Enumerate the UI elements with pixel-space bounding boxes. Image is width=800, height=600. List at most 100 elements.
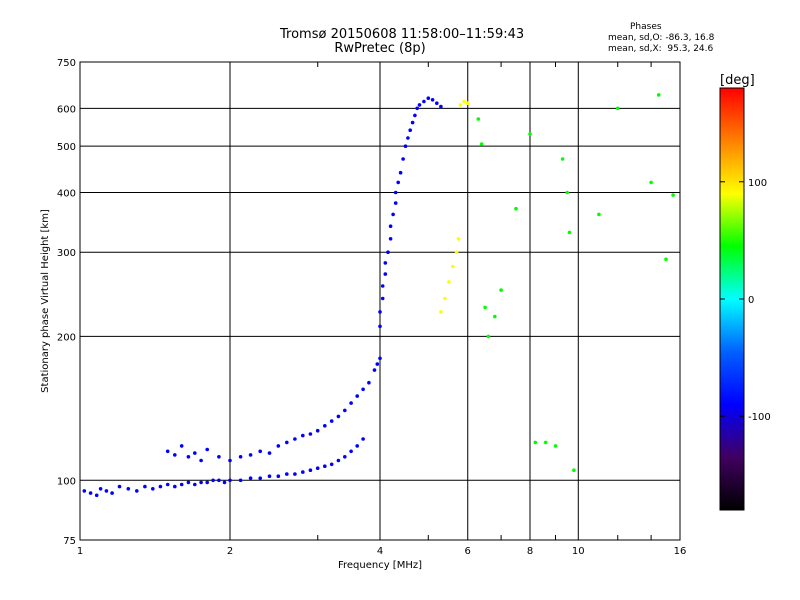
data-point <box>361 387 365 392</box>
data-point <box>193 482 197 487</box>
data-point <box>329 462 334 467</box>
data-point <box>378 310 382 314</box>
data-point <box>205 447 209 452</box>
plot-grid <box>80 62 680 540</box>
data-point <box>656 93 661 97</box>
data-point <box>435 101 439 105</box>
data-point <box>422 99 426 104</box>
data-point <box>165 449 170 454</box>
x-tick-label: 16 <box>674 546 687 557</box>
data-point <box>179 482 184 487</box>
data-point <box>443 296 447 301</box>
data-point <box>349 449 353 454</box>
data-point <box>349 401 353 405</box>
y-tick-label: 100 <box>57 476 76 487</box>
data-point <box>649 180 653 185</box>
data-point <box>94 493 99 498</box>
data-point <box>533 440 538 445</box>
data-point <box>380 296 385 301</box>
data-point <box>465 101 470 105</box>
data-point <box>553 444 558 448</box>
data-point <box>211 478 215 483</box>
data-point <box>248 476 253 481</box>
data-point <box>383 272 388 276</box>
data-point <box>158 484 163 489</box>
data-point <box>426 96 431 100</box>
data-point <box>199 480 203 485</box>
data-point <box>462 99 466 104</box>
data-point <box>315 428 320 433</box>
data-point <box>205 480 209 485</box>
data-points <box>82 93 675 498</box>
data-point <box>493 314 497 319</box>
data-point <box>186 455 191 459</box>
data-point <box>483 305 487 310</box>
data-point <box>228 458 232 463</box>
data-point <box>458 103 463 107</box>
data-point <box>343 408 347 413</box>
data-point <box>528 132 532 136</box>
data-point <box>151 487 155 491</box>
data-point <box>222 480 227 485</box>
data-point <box>238 478 243 483</box>
y-tick-label: 75 <box>63 536 76 547</box>
data-point <box>430 98 435 102</box>
data-point <box>403 144 408 148</box>
phase-stats-heading: Phases <box>630 22 662 32</box>
plot-frame <box>79 61 681 541</box>
data-point <box>454 250 459 254</box>
data-point <box>393 201 398 205</box>
data-point <box>406 136 410 140</box>
data-point <box>238 455 243 459</box>
data-point <box>248 453 253 457</box>
x-axis-label: Frequency [MHz] <box>338 560 422 571</box>
data-point <box>336 458 341 463</box>
data-point <box>378 324 382 329</box>
data-point <box>393 190 398 195</box>
data-point <box>567 230 572 235</box>
data-point <box>664 257 668 262</box>
data-point <box>179 444 184 448</box>
data-point <box>228 478 232 483</box>
data-point <box>597 212 601 217</box>
data-point <box>410 120 415 125</box>
data-point <box>117 484 122 489</box>
data-point <box>308 432 313 436</box>
data-point <box>193 451 197 455</box>
data-point <box>301 470 305 474</box>
x-tick-label: 4 <box>377 546 383 557</box>
x-tick-label: 10 <box>572 546 585 557</box>
data-point <box>258 449 263 454</box>
data-point <box>415 106 420 111</box>
data-point <box>110 491 114 495</box>
data-point <box>375 362 380 366</box>
data-point <box>447 280 451 284</box>
data-point <box>560 157 565 161</box>
y-tick-label: 500 <box>57 142 76 153</box>
x-tick-label: 6 <box>465 546 471 557</box>
data-point <box>355 444 360 448</box>
data-point <box>285 472 289 476</box>
x-tick-label: 2 <box>227 546 233 557</box>
colorbar-tick-label: 0 <box>748 295 754 306</box>
data-point <box>126 487 131 491</box>
data-point <box>343 455 347 459</box>
data-point <box>367 380 371 385</box>
data-point <box>378 356 382 361</box>
data-point <box>479 142 484 146</box>
data-point <box>543 440 548 445</box>
y-tick-label: 300 <box>57 248 76 259</box>
data-point <box>135 489 139 493</box>
data-point <box>372 368 377 372</box>
data-point <box>315 466 320 471</box>
data-point <box>104 489 109 493</box>
data-point <box>143 484 147 489</box>
x-tick-label: 1 <box>77 546 83 557</box>
data-point <box>276 444 281 448</box>
data-point <box>82 489 87 493</box>
data-point <box>408 128 413 132</box>
data-point <box>165 482 170 487</box>
data-point <box>476 117 481 121</box>
y-tick-label: 200 <box>57 332 76 343</box>
